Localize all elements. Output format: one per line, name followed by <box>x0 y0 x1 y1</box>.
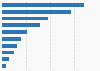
Bar <box>2 44 17 48</box>
Bar <box>2 37 21 41</box>
Bar <box>2 64 6 68</box>
Bar <box>2 51 14 54</box>
Bar <box>2 23 40 27</box>
Bar <box>2 58 9 61</box>
Bar <box>2 17 48 20</box>
Bar <box>2 3 84 7</box>
Bar <box>2 10 71 13</box>
Bar <box>2 30 27 34</box>
